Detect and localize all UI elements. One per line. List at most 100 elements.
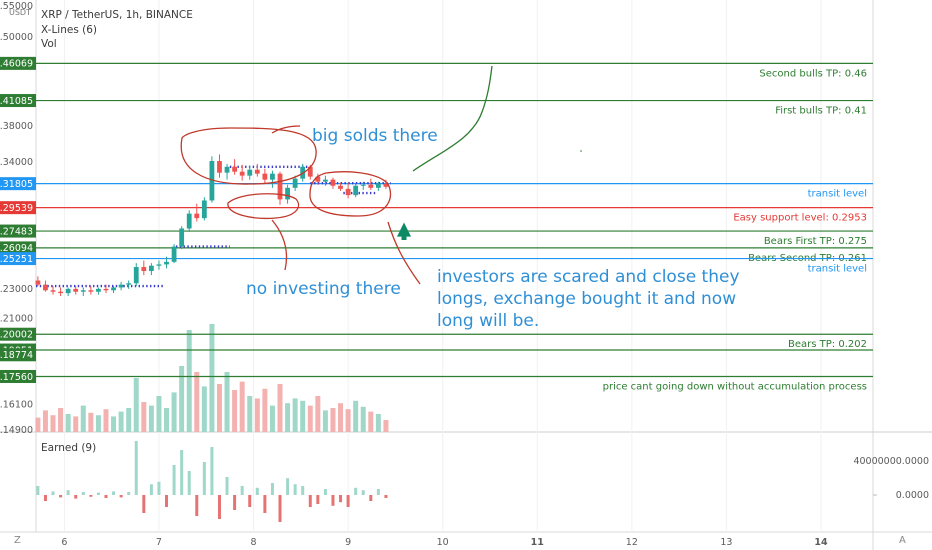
stroke-no-investing xyxy=(271,219,288,271)
volume-bar xyxy=(35,417,41,432)
earned-bar xyxy=(43,495,47,501)
earned-bar xyxy=(119,495,123,498)
volume-bars xyxy=(35,324,389,432)
currency-label: USDT xyxy=(9,8,31,17)
candle-body xyxy=(330,179,336,186)
candle-body xyxy=(118,284,124,288)
candle-body xyxy=(315,176,321,182)
volume-bar xyxy=(345,409,351,432)
volume-bar xyxy=(156,396,162,432)
volume-bar xyxy=(216,384,222,432)
price-tick-6: 0.16100 xyxy=(0,400,33,411)
earned-bar xyxy=(339,495,343,503)
volume-bar xyxy=(292,398,298,432)
volume-bar xyxy=(111,416,117,432)
candle-body xyxy=(80,290,86,292)
earned-bar xyxy=(81,492,85,495)
candle-body xyxy=(375,183,381,188)
stroke-big-solds xyxy=(271,125,301,134)
annotation-investors-line1: investors are scared and close they xyxy=(437,267,740,287)
volume-bar xyxy=(383,420,389,432)
candle-body xyxy=(133,267,139,284)
level-label-7: Bears TP: 0.202 xyxy=(788,339,867,350)
level-label-0: Second bulls TP: 0.46 xyxy=(759,68,867,79)
earned-bar xyxy=(202,462,206,495)
candle-body xyxy=(224,166,230,173)
indicator-earned-label[interactable]: Earned (9) xyxy=(41,442,96,454)
earned-bar xyxy=(308,495,312,507)
volume-bar xyxy=(179,366,185,432)
price-box-label-1: 0.41085 xyxy=(0,96,33,107)
candle-body xyxy=(141,267,147,272)
earned-bar xyxy=(263,495,267,513)
candle-body xyxy=(277,173,283,200)
earned-bar xyxy=(293,484,297,495)
candle-body xyxy=(43,284,48,291)
price-box-label-5: 0.26094 xyxy=(0,243,33,254)
earned-bar xyxy=(225,477,229,495)
earned-tick-0: 40000000.0000 xyxy=(853,456,929,467)
candle-body xyxy=(254,169,260,174)
volume-bar xyxy=(201,386,207,432)
volume-bar xyxy=(103,409,109,432)
candle-body xyxy=(338,185,343,189)
candle-body xyxy=(194,213,200,219)
indicator-xlines-label[interactable]: X-Lines (6) xyxy=(41,24,97,36)
earned-bar xyxy=(240,486,244,495)
earned-bar xyxy=(157,481,161,495)
price-tick-7: 0.14900 xyxy=(0,425,33,436)
earned-bar xyxy=(248,495,252,507)
volume-bar xyxy=(42,410,48,432)
earned-bar xyxy=(316,495,320,504)
candle-body xyxy=(232,166,238,172)
earned-bar xyxy=(217,495,221,519)
ellipse-big-solds xyxy=(180,127,317,185)
earned-tick-1: 0.0000 xyxy=(896,490,929,501)
earned-bar xyxy=(361,490,365,495)
earned-bar xyxy=(270,483,274,495)
price-axis-panel[interactable] xyxy=(0,0,36,532)
earned-bar xyxy=(165,495,169,507)
goto-date-button[interactable]: Z xyxy=(14,535,21,546)
annotation-investors-line2: longs, exchange bought it and now xyxy=(437,289,736,309)
volume-bar xyxy=(285,403,291,432)
volume-bar xyxy=(254,398,260,432)
candle-body xyxy=(179,228,185,247)
volume-bar xyxy=(133,378,139,432)
candle-body xyxy=(323,179,328,182)
earned-bar xyxy=(384,495,388,498)
volume-bar xyxy=(209,324,215,432)
indicator-vol-label[interactable]: Vol xyxy=(41,38,57,50)
time-tick-9: 9 xyxy=(345,537,351,548)
hand-drawings xyxy=(180,65,582,285)
chart-title[interactable]: XRP / TetherUS, 1h, BINANCE xyxy=(41,9,193,21)
time-tick-11: 11 xyxy=(531,537,544,548)
candle-body xyxy=(285,187,290,200)
candle-body xyxy=(239,171,245,176)
volume-bar xyxy=(65,414,71,432)
volume-bar xyxy=(164,408,170,432)
earned-bar xyxy=(59,495,63,498)
earned-bar xyxy=(233,495,237,510)
price-box-label-10: 0.17560 xyxy=(0,372,33,383)
level-label-1: First bulls TP: 0.41 xyxy=(775,106,867,117)
auto-scale-button[interactable]: A xyxy=(899,535,906,546)
volume-bar xyxy=(73,416,79,432)
volume-bar xyxy=(95,415,101,432)
earned-bar xyxy=(187,471,191,495)
price-box-3 xyxy=(0,201,36,215)
price-box-label-3: 0.29539 xyxy=(0,203,33,214)
price-tick-3: 0.34000 xyxy=(0,157,33,168)
candle-body xyxy=(201,200,207,219)
level-label-4: Bears First TP: 0.275 xyxy=(764,236,867,247)
price-box-label-7: 0.20002 xyxy=(0,330,33,341)
volume-bar xyxy=(118,411,124,432)
level-label-2: transit level xyxy=(808,189,867,200)
candle-body xyxy=(73,288,79,292)
candle-body xyxy=(103,288,109,291)
earned-bar xyxy=(323,489,327,495)
earned-bar xyxy=(255,487,259,495)
volume-bar xyxy=(171,392,177,432)
